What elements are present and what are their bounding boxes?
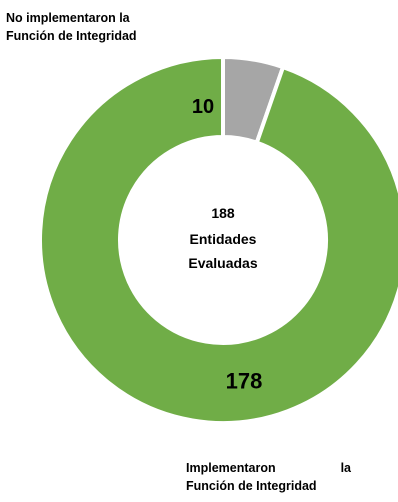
legend-label-not-implemented-line1: No implementaron la (6, 11, 130, 25)
legend-label-implemented-word1: Implementaron (186, 461, 276, 475)
donut-slice-implemented (38, 55, 398, 425)
legend-label-implemented-line2: Función de Integridad (186, 479, 317, 493)
center-label-line2: Evaluadas (188, 255, 257, 271)
legend-label-implemented-word2: la (340, 461, 351, 475)
value-labels-group: 10 178 (192, 96, 262, 394)
center-label-line1: Entidades (190, 231, 257, 247)
center-total-text: 188 (211, 205, 235, 221)
legend-label-implemented-line1: Implementaron la (186, 459, 351, 477)
legend-label-not-implemented-line2: Función de Integridad (6, 29, 137, 43)
value-label-implemented: 178 (226, 369, 263, 394)
legend-label-not-implemented: No implementaron la Función de Integrida… (6, 9, 196, 45)
legend-label-implemented: Implementaron la Función de Integridad (186, 459, 351, 495)
value-label-not-implemented: 10 (192, 96, 214, 118)
slices-group (38, 55, 398, 425)
